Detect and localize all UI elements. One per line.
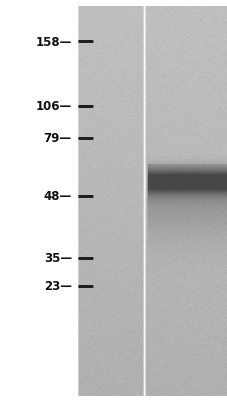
- Text: 48—: 48—: [43, 190, 72, 202]
- Text: 158—: 158—: [35, 36, 72, 48]
- Text: 23—: 23—: [44, 280, 72, 292]
- Text: 79—: 79—: [44, 132, 72, 144]
- Text: 106—: 106—: [35, 100, 72, 112]
- Text: 35—: 35—: [44, 252, 72, 264]
